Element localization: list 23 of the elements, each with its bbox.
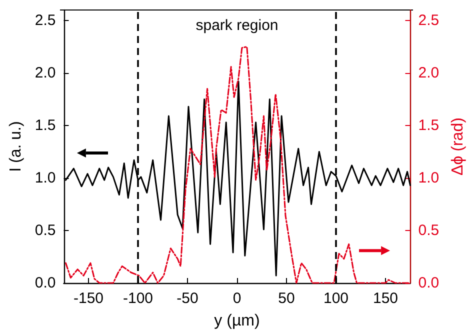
y2-tick-label: 0.5 — [418, 222, 440, 239]
y2-tick-label: 2.0 — [418, 64, 440, 82]
x-tick-label: -150 — [73, 290, 104, 307]
y-tick-label: 1.5 — [34, 117, 56, 134]
y-tick-label: 0.5 — [34, 222, 56, 239]
y2-tick-label: 2.5 — [418, 12, 440, 29]
y2-tick-label: 1.0 — [418, 170, 440, 186]
y-axis-title: I (a. u.) — [8, 121, 24, 172]
annotation: spark region — [196, 17, 278, 34]
x-tick-label: -100 — [122, 290, 154, 307]
x-tick-label: -50 — [176, 290, 198, 307]
y-tick-label: 0.0 — [34, 274, 56, 292]
y2-tick-label: 1.5 — [418, 117, 440, 134]
y2-tick-label: 0.0 — [418, 274, 440, 292]
y2-axis-title: Δϕ (rad) — [450, 118, 466, 176]
x-axis-title: y (µm) — [214, 312, 260, 330]
y-tick-label: 2.0 — [34, 64, 56, 82]
x-tick-label: 0 — [232, 290, 242, 307]
y-tick-label: 1.0 — [34, 170, 56, 186]
x-tick-label: 50 — [278, 290, 295, 307]
x-tick-label: 100 — [323, 290, 349, 307]
y-tick-label: 2.5 — [34, 12, 56, 29]
x-tick-label: 150 — [372, 290, 398, 307]
